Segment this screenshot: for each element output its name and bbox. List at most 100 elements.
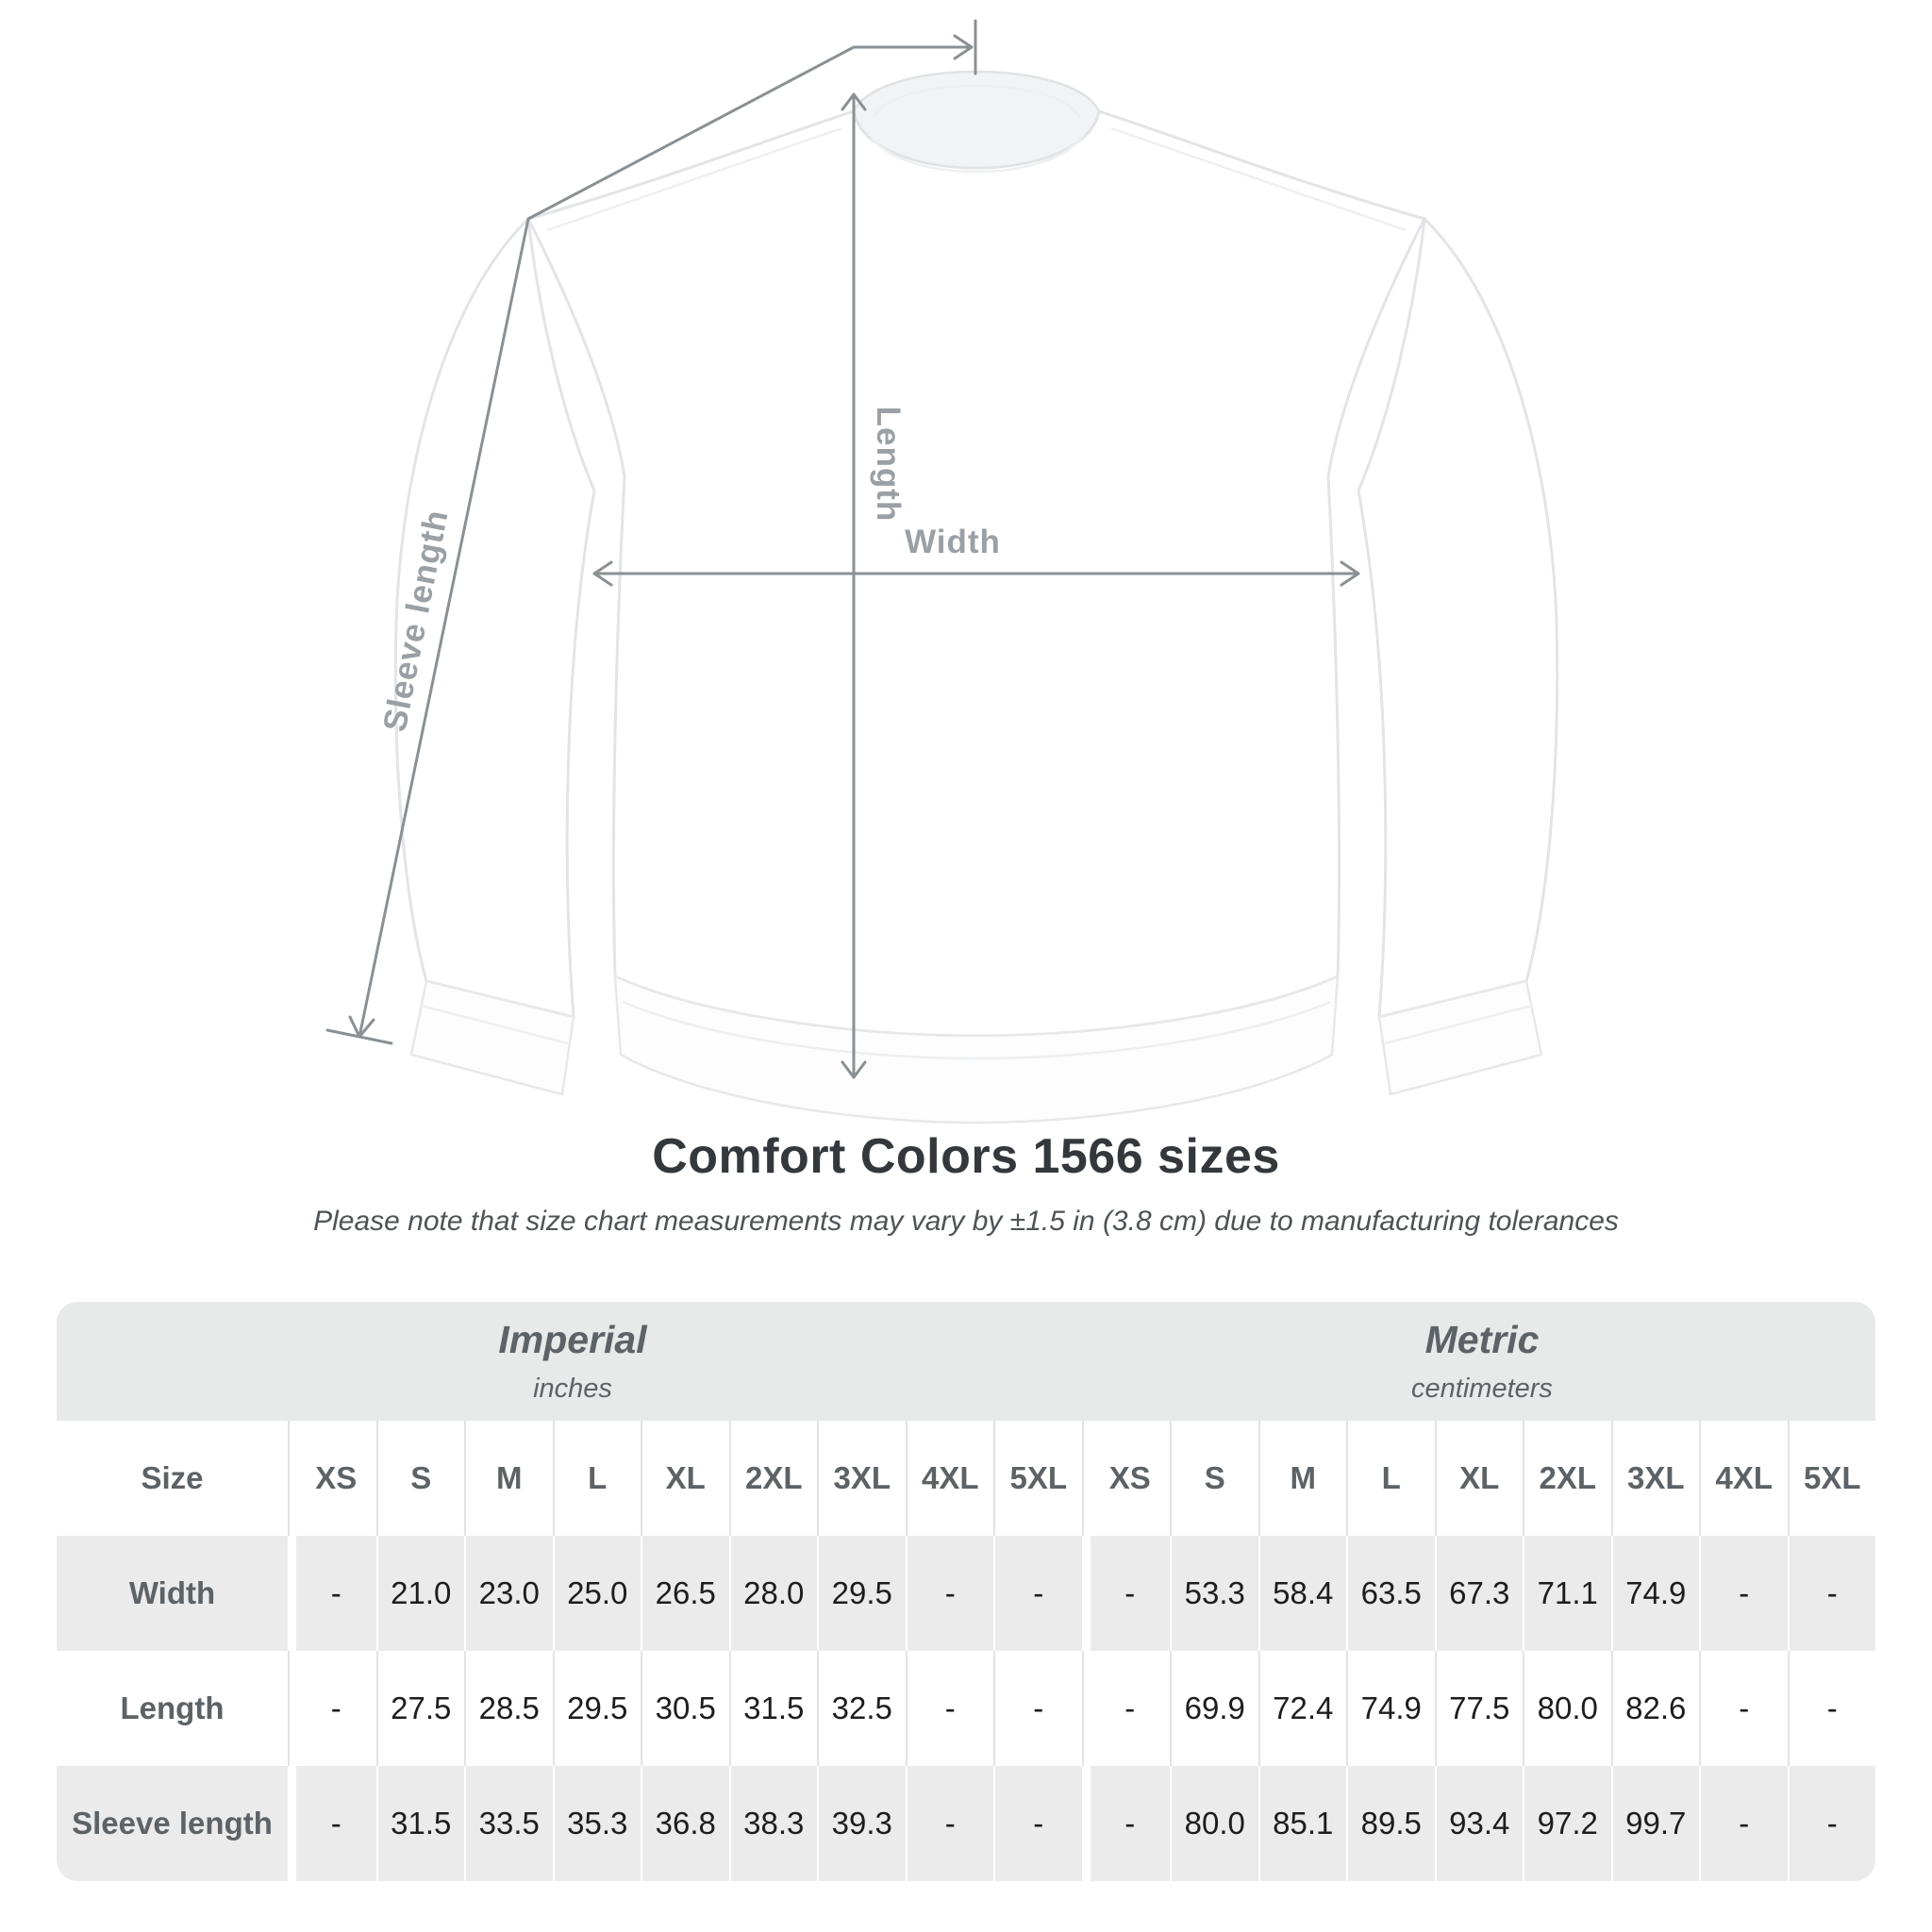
size-header-cell: M [1259, 1421, 1346, 1536]
size-header-cell: XL [642, 1421, 729, 1536]
value-cell: 31.5 [377, 1766, 464, 1881]
value-cell: 29.5 [554, 1651, 641, 1766]
right-cuff [1377, 979, 1543, 1096]
group-header-imperial: Imperial inches [57, 1302, 1089, 1421]
metric-sublabel: centimeters [1411, 1374, 1553, 1404]
value-cell: 80.0 [1172, 1766, 1258, 1881]
value-cell: 38.3 [730, 1766, 817, 1881]
right-shoulder-seam [1110, 126, 1407, 232]
value-cell: - [1701, 1766, 1788, 1881]
table-row: Sleeve length -31.5 33.5 35.3 36.8 38.3 39.3- -… [57, 1766, 1875, 1881]
size-header-cell: 3XL [819, 1421, 906, 1536]
size-header-cell: XL [1436, 1421, 1523, 1536]
row-label-cell: Sleeve length [57, 1766, 288, 1881]
size-header-cell: L [554, 1421, 641, 1536]
page-subtitle: Please note that size chart measurements… [313, 1206, 1619, 1237]
size-header-cell: XS [1083, 1421, 1170, 1536]
value-cell: - [995, 1766, 1082, 1881]
value-cell: 26.5 [642, 1536, 729, 1651]
value-cell: - [290, 1651, 376, 1766]
value-cell: - [907, 1766, 993, 1881]
value-cell: - [907, 1651, 993, 1766]
value-cell: 99.7 [1612, 1766, 1699, 1881]
value-cell: 74.9 [1348, 1651, 1435, 1766]
value-cell: - [995, 1536, 1082, 1651]
value-cell: 30.5 [642, 1651, 729, 1766]
value-cell: 77.5 [1436, 1651, 1523, 1766]
size-header-cell: S [1172, 1421, 1258, 1536]
table-header-row: Size XS S M L XL 2XL 3XL 4XL 5XL XS S M L XL 2XL 3XL 4XL 5… [57, 1421, 1875, 1536]
length-arrow [841, 92, 867, 1079]
size-column-header: Size [57, 1421, 288, 1536]
metric-label: Metric [1424, 1318, 1540, 1361]
value-cell: - [1789, 1766, 1875, 1881]
size-header-cell: 2XL [1524, 1421, 1611, 1536]
value-cell: 36.8 [642, 1766, 729, 1881]
value-cell: 89.5 [1348, 1766, 1435, 1881]
value-cell: 35.3 [554, 1766, 641, 1881]
size-header-cell: 5XL [1789, 1421, 1875, 1536]
value-cell: 53.3 [1172, 1536, 1258, 1651]
size-header-cell: S [377, 1421, 464, 1536]
length-label: Length [870, 407, 907, 523]
value-cell: 23.0 [466, 1536, 553, 1651]
unit-group-band: Imperial inches Metric centimeters [57, 1302, 1875, 1421]
value-cell: 82.6 [1612, 1651, 1699, 1766]
size-header-cell: M [466, 1421, 553, 1536]
title-block: Comfort Colors 1566 sizes Please note th… [0, 1128, 1932, 1238]
width-label: Width [905, 524, 1001, 560]
value-cell: 39.3 [819, 1766, 906, 1881]
value-cell: - [290, 1766, 376, 1881]
value-cell: 80.0 [1524, 1651, 1611, 1766]
right-sleeve [1357, 215, 1559, 1019]
value-cell: 63.5 [1348, 1536, 1435, 1651]
value-cell: 21.0 [377, 1536, 464, 1651]
value-cell: - [1701, 1536, 1788, 1651]
group-header-metric: Metric centimeters [1089, 1302, 1875, 1421]
value-cell: 72.4 [1259, 1651, 1346, 1766]
size-header-cell: 4XL [907, 1421, 993, 1536]
left-cuff [409, 979, 575, 1096]
value-cell: 85.1 [1259, 1766, 1346, 1881]
value-cell: - [1083, 1536, 1170, 1651]
size-diagram: Length Width Sleeve length [325, 19, 1559, 1124]
value-cell: 71.1 [1524, 1536, 1611, 1651]
value-cell: - [1789, 1651, 1875, 1766]
value-cell: - [907, 1536, 993, 1651]
width-arrow [592, 560, 1360, 587]
collar [852, 70, 1101, 170]
value-cell: 97.2 [1524, 1766, 1611, 1881]
row-label-cell: Width [57, 1536, 288, 1651]
value-cell: 25.0 [554, 1536, 641, 1651]
value-cell: 93.4 [1436, 1766, 1523, 1881]
page-title: Comfort Colors 1566 sizes [652, 1129, 1280, 1184]
sleeve-length-arrow [325, 19, 977, 1045]
value-cell: 58.4 [1259, 1536, 1346, 1651]
value-cell: 28.5 [466, 1651, 553, 1766]
size-header-cell: L [1348, 1421, 1435, 1536]
value-cell: 29.5 [819, 1536, 906, 1651]
value-cell: 69.9 [1172, 1651, 1258, 1766]
size-header-cell: 5XL [995, 1421, 1082, 1536]
table-row: Length -27.5 28.5 29.5 30.5 31.5 32.5- - -69.9 72… [57, 1651, 1875, 1766]
size-header-cell: 4XL [1701, 1421, 1788, 1536]
left-shoulder-seam [546, 126, 842, 232]
value-cell: 27.5 [377, 1651, 464, 1766]
imperial-sublabel: inches [533, 1374, 612, 1404]
sweatshirt-illustration: Length Width Sleeve length [325, 19, 1559, 1124]
value-cell: 31.5 [730, 1651, 817, 1766]
value-cell: - [290, 1536, 376, 1651]
value-cell: 28.0 [730, 1536, 817, 1651]
size-header-cell: 2XL [730, 1421, 817, 1536]
imperial-label: Imperial [498, 1318, 647, 1361]
value-cell: - [995, 1651, 1082, 1766]
value-cell: 33.5 [466, 1766, 553, 1881]
value-cell: 67.3 [1436, 1536, 1523, 1651]
table-rows: Size XS S M L XL 2XL 3XL 4XL 5XL XS S M L XL 2XL 3XL 4XL 5… [57, 1421, 1875, 1881]
value-cell: 32.5 [819, 1651, 906, 1766]
value-cell: 74.9 [1612, 1536, 1699, 1651]
size-header-cell: 3XL [1612, 1421, 1699, 1536]
size-header-cell: XS [290, 1421, 376, 1536]
value-cell: - [1701, 1651, 1788, 1766]
value-cell: - [1083, 1651, 1170, 1766]
